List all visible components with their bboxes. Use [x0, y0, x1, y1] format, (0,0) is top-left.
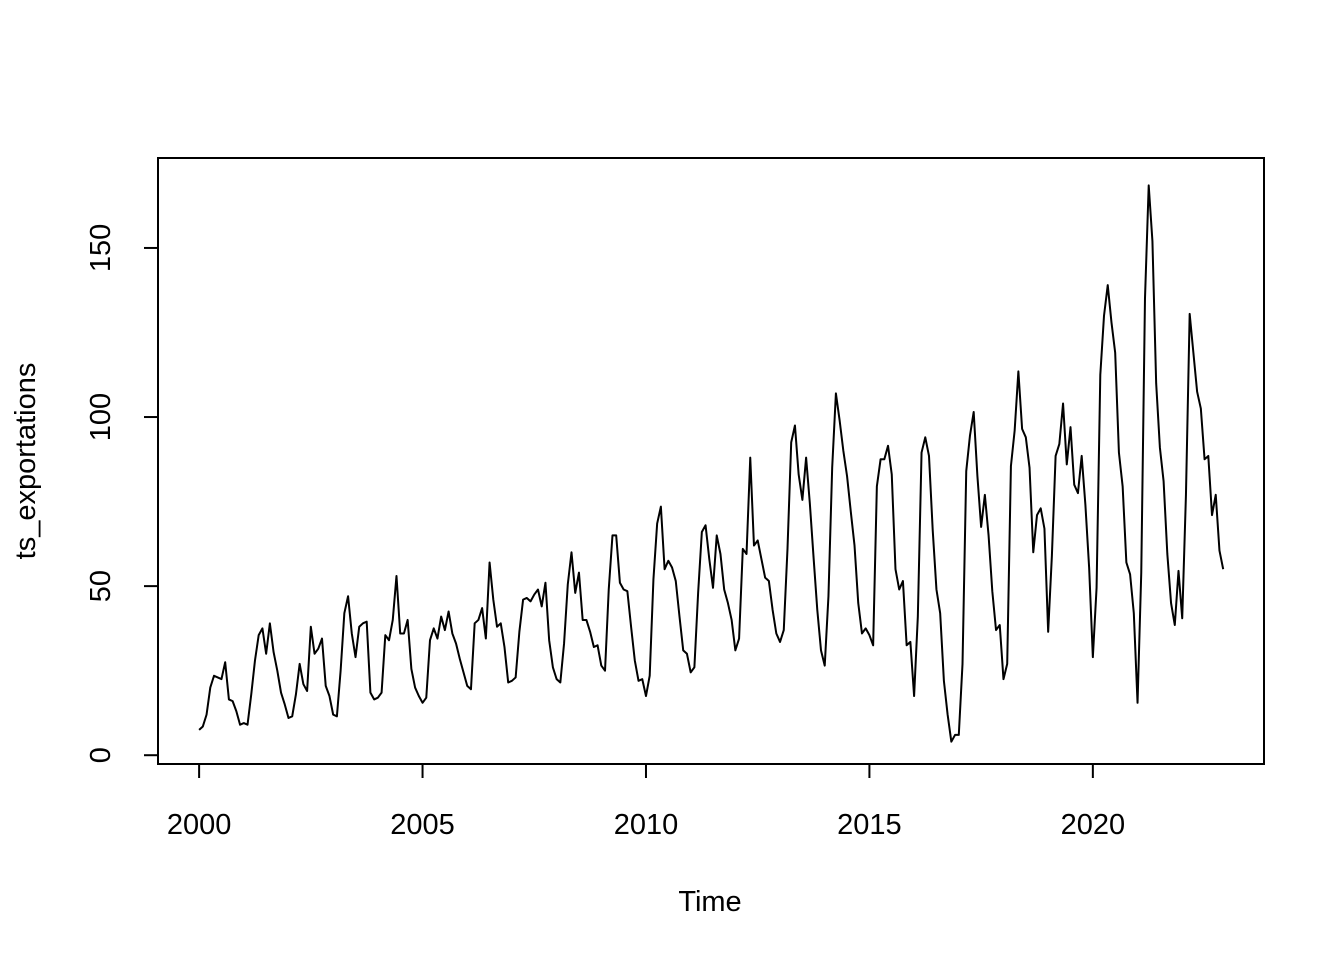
x-tick-label: 2000: [167, 809, 232, 841]
x-axis: 2000 2005 2010 2015 2020: [167, 763, 1126, 841]
y-tick-label: 0: [85, 747, 117, 763]
x-tick-label: 2005: [390, 809, 455, 841]
y-tick-label: 100: [85, 393, 117, 441]
x-tick-label: 2015: [837, 809, 902, 841]
series-line-ts-exportations: [198, 184, 1225, 743]
y-axis-label: ts_exportations: [10, 363, 42, 560]
y-tick-label: 150: [85, 224, 117, 272]
x-tick-label: 2020: [1061, 809, 1126, 841]
y-axis: 0 50 100 150: [85, 224, 159, 763]
x-tick-label: 2010: [614, 809, 679, 841]
y-tick-label: 50: [85, 570, 117, 602]
x-axis-label: Time: [678, 886, 741, 918]
